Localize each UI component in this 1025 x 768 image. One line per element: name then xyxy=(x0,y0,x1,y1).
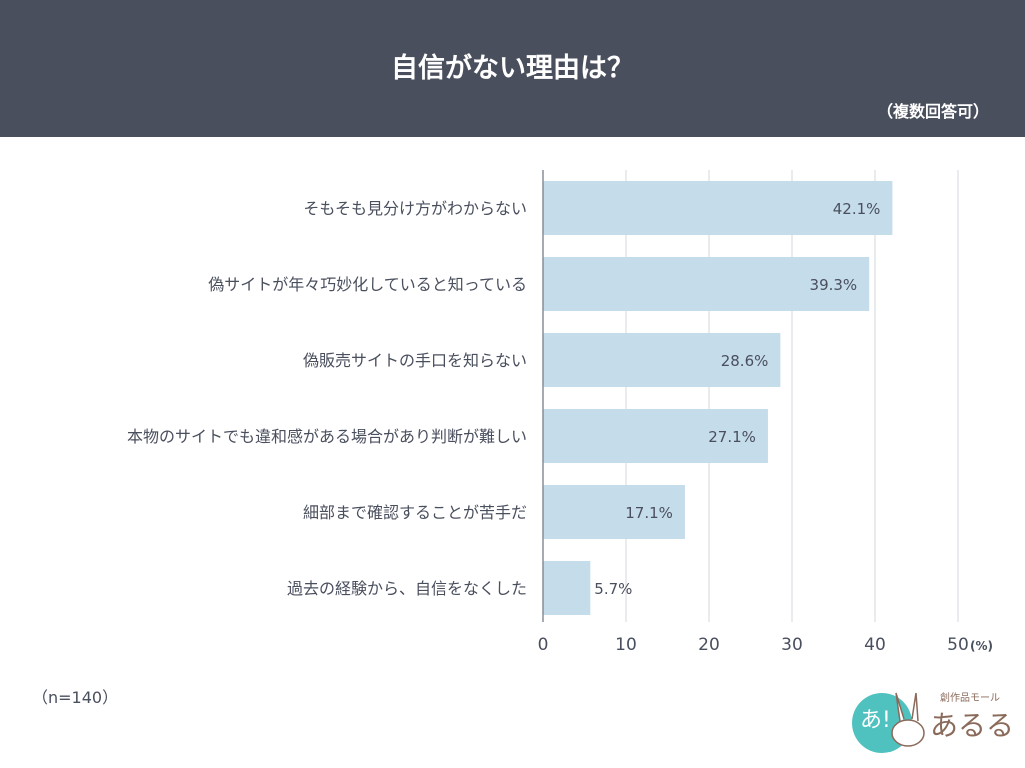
chart-subtitle: （複数回答可） xyxy=(876,102,989,121)
svg-text:あ!: あ! xyxy=(860,708,891,733)
chart-title: 自信がない理由は？ xyxy=(391,53,634,84)
data-label: 42.1% xyxy=(833,200,881,218)
category-label: 本物のサイトでも違和感がある場合があり判断が難しい xyxy=(127,427,527,446)
x-tick-label: 50 xyxy=(947,635,969,655)
data-label: 5.7% xyxy=(594,580,632,598)
x-tick-label: 10 xyxy=(615,635,637,655)
data-label: 28.6% xyxy=(721,352,769,370)
x-unit-label: (%) xyxy=(970,639,993,653)
sample-size-note: （n=140） xyxy=(32,688,119,707)
bar xyxy=(543,561,591,615)
bar xyxy=(543,485,685,539)
aruru-logo: あ! 創作品モール あるる xyxy=(852,692,1010,753)
x-tick-label: 0 xyxy=(538,635,549,655)
x-tick-label: 40 xyxy=(864,635,886,655)
data-label: 27.1% xyxy=(708,428,756,446)
bar xyxy=(543,257,870,311)
bar xyxy=(543,333,781,387)
category-label: 偽サイトが年々巧妙化していると知っている xyxy=(208,275,527,294)
category-label: 細部まで確認することが苦手だ xyxy=(303,503,527,522)
bar xyxy=(543,181,893,235)
category-label: 偽販売サイトの手口を知らない xyxy=(303,351,527,370)
svg-text:創作品モール: 創作品モール xyxy=(940,692,1000,704)
x-tick-label: 30 xyxy=(781,635,803,655)
x-tick-label: 20 xyxy=(698,635,720,655)
data-label: 39.3% xyxy=(810,276,858,294)
bar xyxy=(543,409,768,463)
category-label: そもそも見分け方がわからない xyxy=(303,199,527,218)
header-banner: 自信がない理由は？ （複数回答可） xyxy=(0,0,1025,137)
data-label: 17.1% xyxy=(625,504,673,522)
svg-text:あるる: あるる xyxy=(930,709,1010,742)
category-label: 過去の経験から、自信をなくした xyxy=(287,579,527,598)
